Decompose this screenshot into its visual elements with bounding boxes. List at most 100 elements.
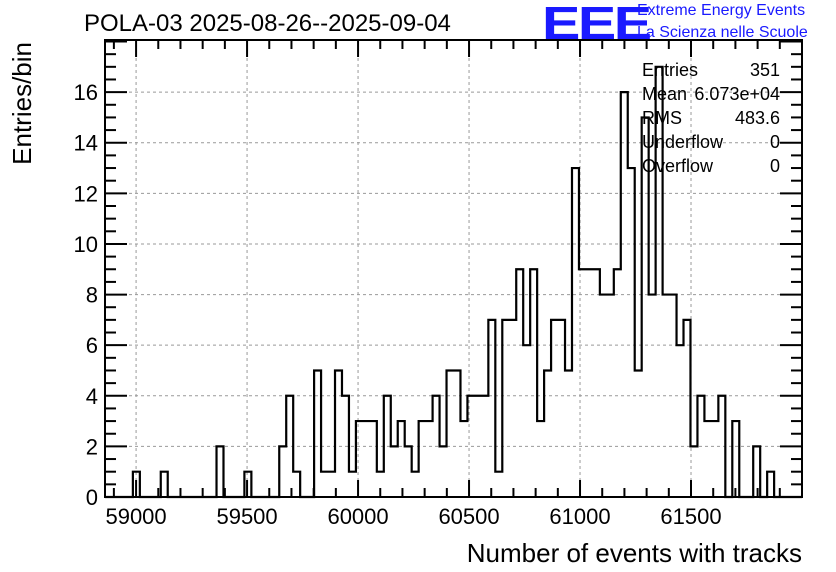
histogram-bin <box>502 320 509 497</box>
x-axis-title: Number of events with tracks <box>467 538 802 568</box>
stats-value: 483.6 <box>734 108 780 128</box>
histogram-bin <box>419 421 426 497</box>
stats-value: 0 <box>769 132 780 152</box>
histogram-bin <box>677 345 684 497</box>
histogram-bin <box>670 295 677 497</box>
histogram-bin <box>718 396 725 497</box>
histogram-bin <box>433 396 440 497</box>
logo-line-1: Extreme Energy Events <box>637 2 806 19</box>
histogram-bin <box>621 92 628 497</box>
histogram-bin <box>537 421 544 497</box>
x-tick-label: 59500 <box>216 504 277 529</box>
histogram-bin <box>732 421 739 497</box>
histogram-bin <box>217 446 224 497</box>
histogram-bin <box>516 269 523 497</box>
histogram-bin <box>440 446 447 497</box>
histogram-bin <box>614 269 621 497</box>
y-tick-label: 14 <box>74 131 98 156</box>
histogram-bin <box>530 269 537 497</box>
stats-row-underflow: Underflow 0 <box>642 130 780 154</box>
stats-label: Mean <box>642 84 688 104</box>
histogram-bin <box>495 472 502 497</box>
histogram-bin <box>447 370 454 497</box>
histogram-bin <box>684 320 691 497</box>
histogram-bin <box>286 396 293 497</box>
histogram-bin <box>349 472 356 497</box>
histogram-bin <box>649 295 656 497</box>
histogram-bin <box>405 446 412 497</box>
y-tick-label: 0 <box>86 485 98 510</box>
histogram-bin <box>704 421 711 497</box>
stats-row-overflow: Overflow 0 <box>642 154 780 178</box>
eee-logo: EEE <box>542 0 652 49</box>
histogram-bin <box>600 295 607 497</box>
histogram-bin <box>767 472 774 497</box>
stats-value: 6.073e+04 <box>694 84 780 104</box>
histogram-bin <box>628 168 635 497</box>
histogram-bin <box>391 446 398 497</box>
stats-label: Overflow <box>642 156 714 176</box>
chart-title: POLA-03 2025-08-26--2025-09-04 <box>84 10 451 37</box>
y-tick-label: 4 <box>86 384 98 409</box>
histogram-bin <box>363 421 370 497</box>
stats-label: Underflow <box>642 132 724 152</box>
y-tick-label: 10 <box>74 232 98 257</box>
stats-label: RMS <box>642 108 682 128</box>
histogram-bin <box>488 320 495 497</box>
histogram-bin <box>593 269 600 497</box>
histogram-bin <box>356 421 363 497</box>
histogram-bin <box>572 168 579 497</box>
y-axis-title: Entries/bin <box>7 42 37 165</box>
histogram-bin <box>509 320 516 497</box>
histogram-bin <box>384 396 391 497</box>
stats-value: 0 <box>769 156 780 176</box>
stats-label: Entries <box>642 60 699 80</box>
histogram-bin <box>711 421 718 497</box>
histogram-bin <box>398 421 405 497</box>
histogram-bin <box>321 472 328 497</box>
histogram-bin <box>607 295 614 497</box>
stats-box: Entries 351 Mean 6.073e+04 RMS 483.6 Underf… <box>642 58 780 178</box>
y-tick-label: 8 <box>86 283 98 308</box>
y-tick-label: 2 <box>86 434 98 459</box>
histogram-bin <box>460 421 467 497</box>
histogram-bin <box>328 472 335 497</box>
histogram-bin <box>293 472 300 497</box>
histogram-bin <box>342 396 349 497</box>
y-tick-label: 16 <box>74 80 98 105</box>
histogram-line <box>105 65 802 499</box>
x-tick-label: 61500 <box>660 504 721 529</box>
stats-row-entries: Entries 351 <box>642 58 780 82</box>
histogram-bin <box>697 396 704 497</box>
histogram-bin <box>314 370 321 497</box>
x-tick-label: 59000 <box>105 504 166 529</box>
histogram-bin <box>412 472 419 497</box>
histogram-bin <box>279 446 286 497</box>
x-tick-label: 60500 <box>438 504 499 529</box>
histogram-bin <box>558 320 565 497</box>
x-tick-label: 60000 <box>327 504 388 529</box>
stats-row-mean: Mean 6.073e+04 <box>642 82 780 106</box>
logo-line-2: La Scienza nelle Scuole <box>637 24 808 41</box>
histogram-bin <box>426 421 433 497</box>
y-tick-label: 12 <box>74 181 98 206</box>
histogram-bin <box>635 370 642 497</box>
histogram-bin <box>579 269 586 497</box>
histogram-bin <box>586 269 593 497</box>
histogram-bin <box>454 370 461 497</box>
histogram-bin <box>161 472 168 497</box>
histogram-bin <box>370 421 377 497</box>
histogram-bin <box>663 295 670 497</box>
histogram-bin <box>523 345 530 497</box>
histogram-bin <box>481 396 488 497</box>
histogram-bin <box>544 370 551 497</box>
y-tick-label: 6 <box>86 333 98 358</box>
histogram-bin <box>565 370 572 497</box>
x-tick-label: 61000 <box>549 504 610 529</box>
histogram-bin <box>551 320 558 497</box>
stats-value: 351 <box>749 60 780 80</box>
stats-row-rms: RMS 483.6 <box>642 106 780 130</box>
histogram-bin <box>335 370 342 497</box>
histogram-bin <box>474 396 481 497</box>
